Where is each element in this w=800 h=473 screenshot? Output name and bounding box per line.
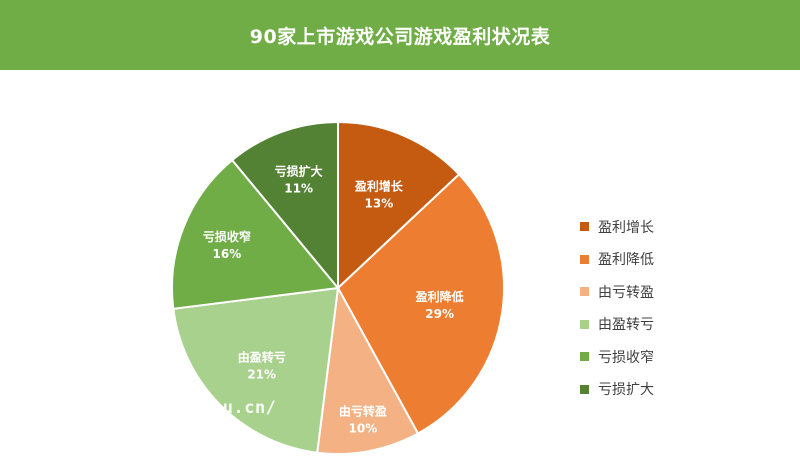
legend-swatch bbox=[580, 352, 589, 361]
pie-slice-2 bbox=[316, 284, 420, 455]
title-bar: 90家上市游戏公司游戏盈利状况表 bbox=[0, 0, 800, 70]
slice-label-value: 13% bbox=[365, 197, 394, 211]
legend-swatch bbox=[580, 287, 589, 296]
slice-label-category: 由盈转亏 bbox=[238, 349, 286, 364]
legend-item-kuisun-shouzhai: 亏损收窄 bbox=[580, 343, 780, 370]
chart-title: 90家上市游戏公司游戏盈利状况表 bbox=[249, 25, 551, 48]
chart-legend: 盈利增长 盈利降低 由亏转盈 由盈转亏 亏损收窄 亏损扩大 bbox=[580, 213, 780, 408]
pie-slice-4 bbox=[171, 158, 340, 310]
slice-label-value: 29% bbox=[425, 307, 454, 321]
legend-label: 由亏转盈 bbox=[598, 284, 654, 301]
slice-label-category: 由亏转盈 bbox=[339, 403, 387, 418]
legend-label: 盈利增长 bbox=[598, 219, 654, 236]
legend-label: 亏损扩大 bbox=[598, 382, 654, 398]
slice-label-category: 盈利降低 bbox=[415, 289, 464, 304]
legend-item-kuisun-kuoda: 亏损扩大 bbox=[580, 376, 780, 403]
legend-item-youkui-zhuanying: 由亏转盈 bbox=[580, 278, 780, 305]
legend-item-youying-zhuankui: 由盈转亏 bbox=[580, 311, 780, 338]
legend-label: 由盈转亏 bbox=[598, 317, 654, 333]
pie-slice-3 bbox=[172, 286, 340, 454]
legend-swatch bbox=[580, 319, 589, 329]
legend-item-yingli-jiangdi: 盈利降低 bbox=[580, 246, 780, 273]
legend-item-yingli-zengzhang: 盈利增长 bbox=[580, 213, 780, 240]
legend-swatch bbox=[580, 222, 589, 231]
pie-slice-5 bbox=[230, 120, 339, 291]
legend-label: 盈利降低 bbox=[598, 252, 654, 268]
slice-label-category: 亏损扩大 bbox=[275, 164, 323, 179]
slice-label-category: 亏损收窄 bbox=[203, 229, 251, 244]
pie-slice-0 bbox=[337, 120, 461, 291]
pie-slice-1 bbox=[336, 172, 505, 435]
slice-label-value: 21% bbox=[247, 367, 276, 381]
slice-label-category: 盈利增长 bbox=[354, 179, 404, 194]
slice-label-value: 16% bbox=[213, 247, 242, 261]
legend-label: 亏损收窄 bbox=[598, 349, 654, 366]
slice-label-value: 11% bbox=[284, 182, 313, 196]
watermark-text: su.cn/ bbox=[212, 398, 277, 418]
slice-label-value: 10% bbox=[349, 421, 378, 435]
legend-swatch bbox=[580, 384, 589, 394]
legend-swatch bbox=[580, 254, 589, 264]
